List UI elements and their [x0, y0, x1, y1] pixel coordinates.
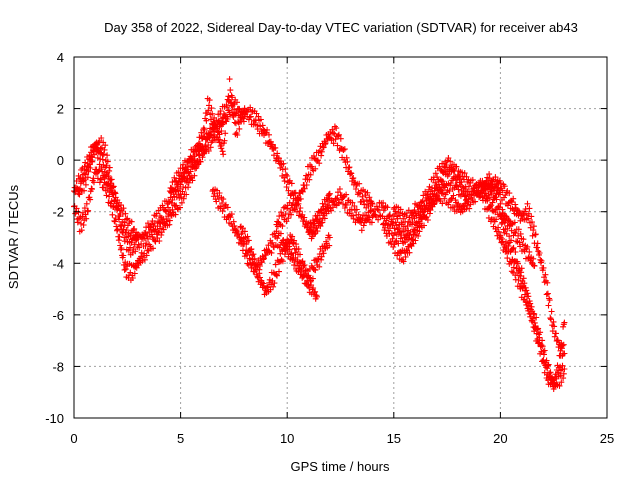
- series-sat-c: [75, 143, 141, 242]
- series-sat-m: [497, 213, 568, 392]
- y-tick-label: 2: [57, 102, 64, 117]
- x-axis-label: GPS time / hours: [291, 459, 390, 474]
- y-tick-label: -8: [52, 359, 64, 374]
- x-tick-label: 15: [387, 431, 401, 446]
- series-sat-g: [273, 123, 376, 230]
- x-tick-label: 10: [280, 431, 294, 446]
- data-point-markers: [493, 180, 568, 359]
- data-point-markers: [497, 213, 568, 392]
- x-tick-label: 25: [600, 431, 614, 446]
- data-point-markers: [273, 123, 376, 230]
- y-tick-label: 4: [57, 50, 64, 65]
- grid-lines: [74, 57, 607, 418]
- y-axis-label: SDTVAR / TECUs: [6, 184, 21, 289]
- data-point-markers: [237, 223, 320, 302]
- y-tick-label: -6: [52, 308, 64, 323]
- x-tick-label: 0: [70, 431, 77, 446]
- series-sat-n: [493, 180, 568, 359]
- series-sat-d: [166, 76, 333, 242]
- y-tick-label: 0: [57, 153, 64, 168]
- data-point-markers: [75, 143, 141, 242]
- data-point-markers: [390, 155, 504, 232]
- x-tick-label: 5: [177, 431, 184, 446]
- data-markers: [71, 76, 568, 392]
- x-tick-label: 20: [493, 431, 507, 446]
- series-sat-f: [237, 223, 320, 302]
- chart-title: Day 358 of 2022, Sidereal Day-to-day VTE…: [104, 20, 578, 35]
- series-sat-j: [390, 155, 504, 232]
- y-tick-label: -2: [52, 205, 64, 220]
- axis-ticks: 0 5 10 15 20 25 -10 -8 -6 -4 -2 0 2 4: [45, 50, 614, 446]
- plot-frame: [73, 56, 608, 419]
- y-tick-label: -10: [45, 411, 64, 426]
- data-point-markers: [166, 76, 333, 242]
- y-tick-label: -4: [52, 256, 64, 271]
